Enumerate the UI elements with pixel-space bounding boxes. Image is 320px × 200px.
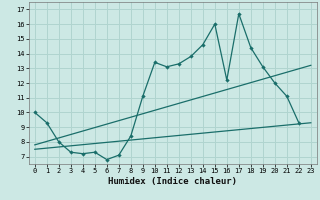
X-axis label: Humidex (Indice chaleur): Humidex (Indice chaleur): [108, 177, 237, 186]
